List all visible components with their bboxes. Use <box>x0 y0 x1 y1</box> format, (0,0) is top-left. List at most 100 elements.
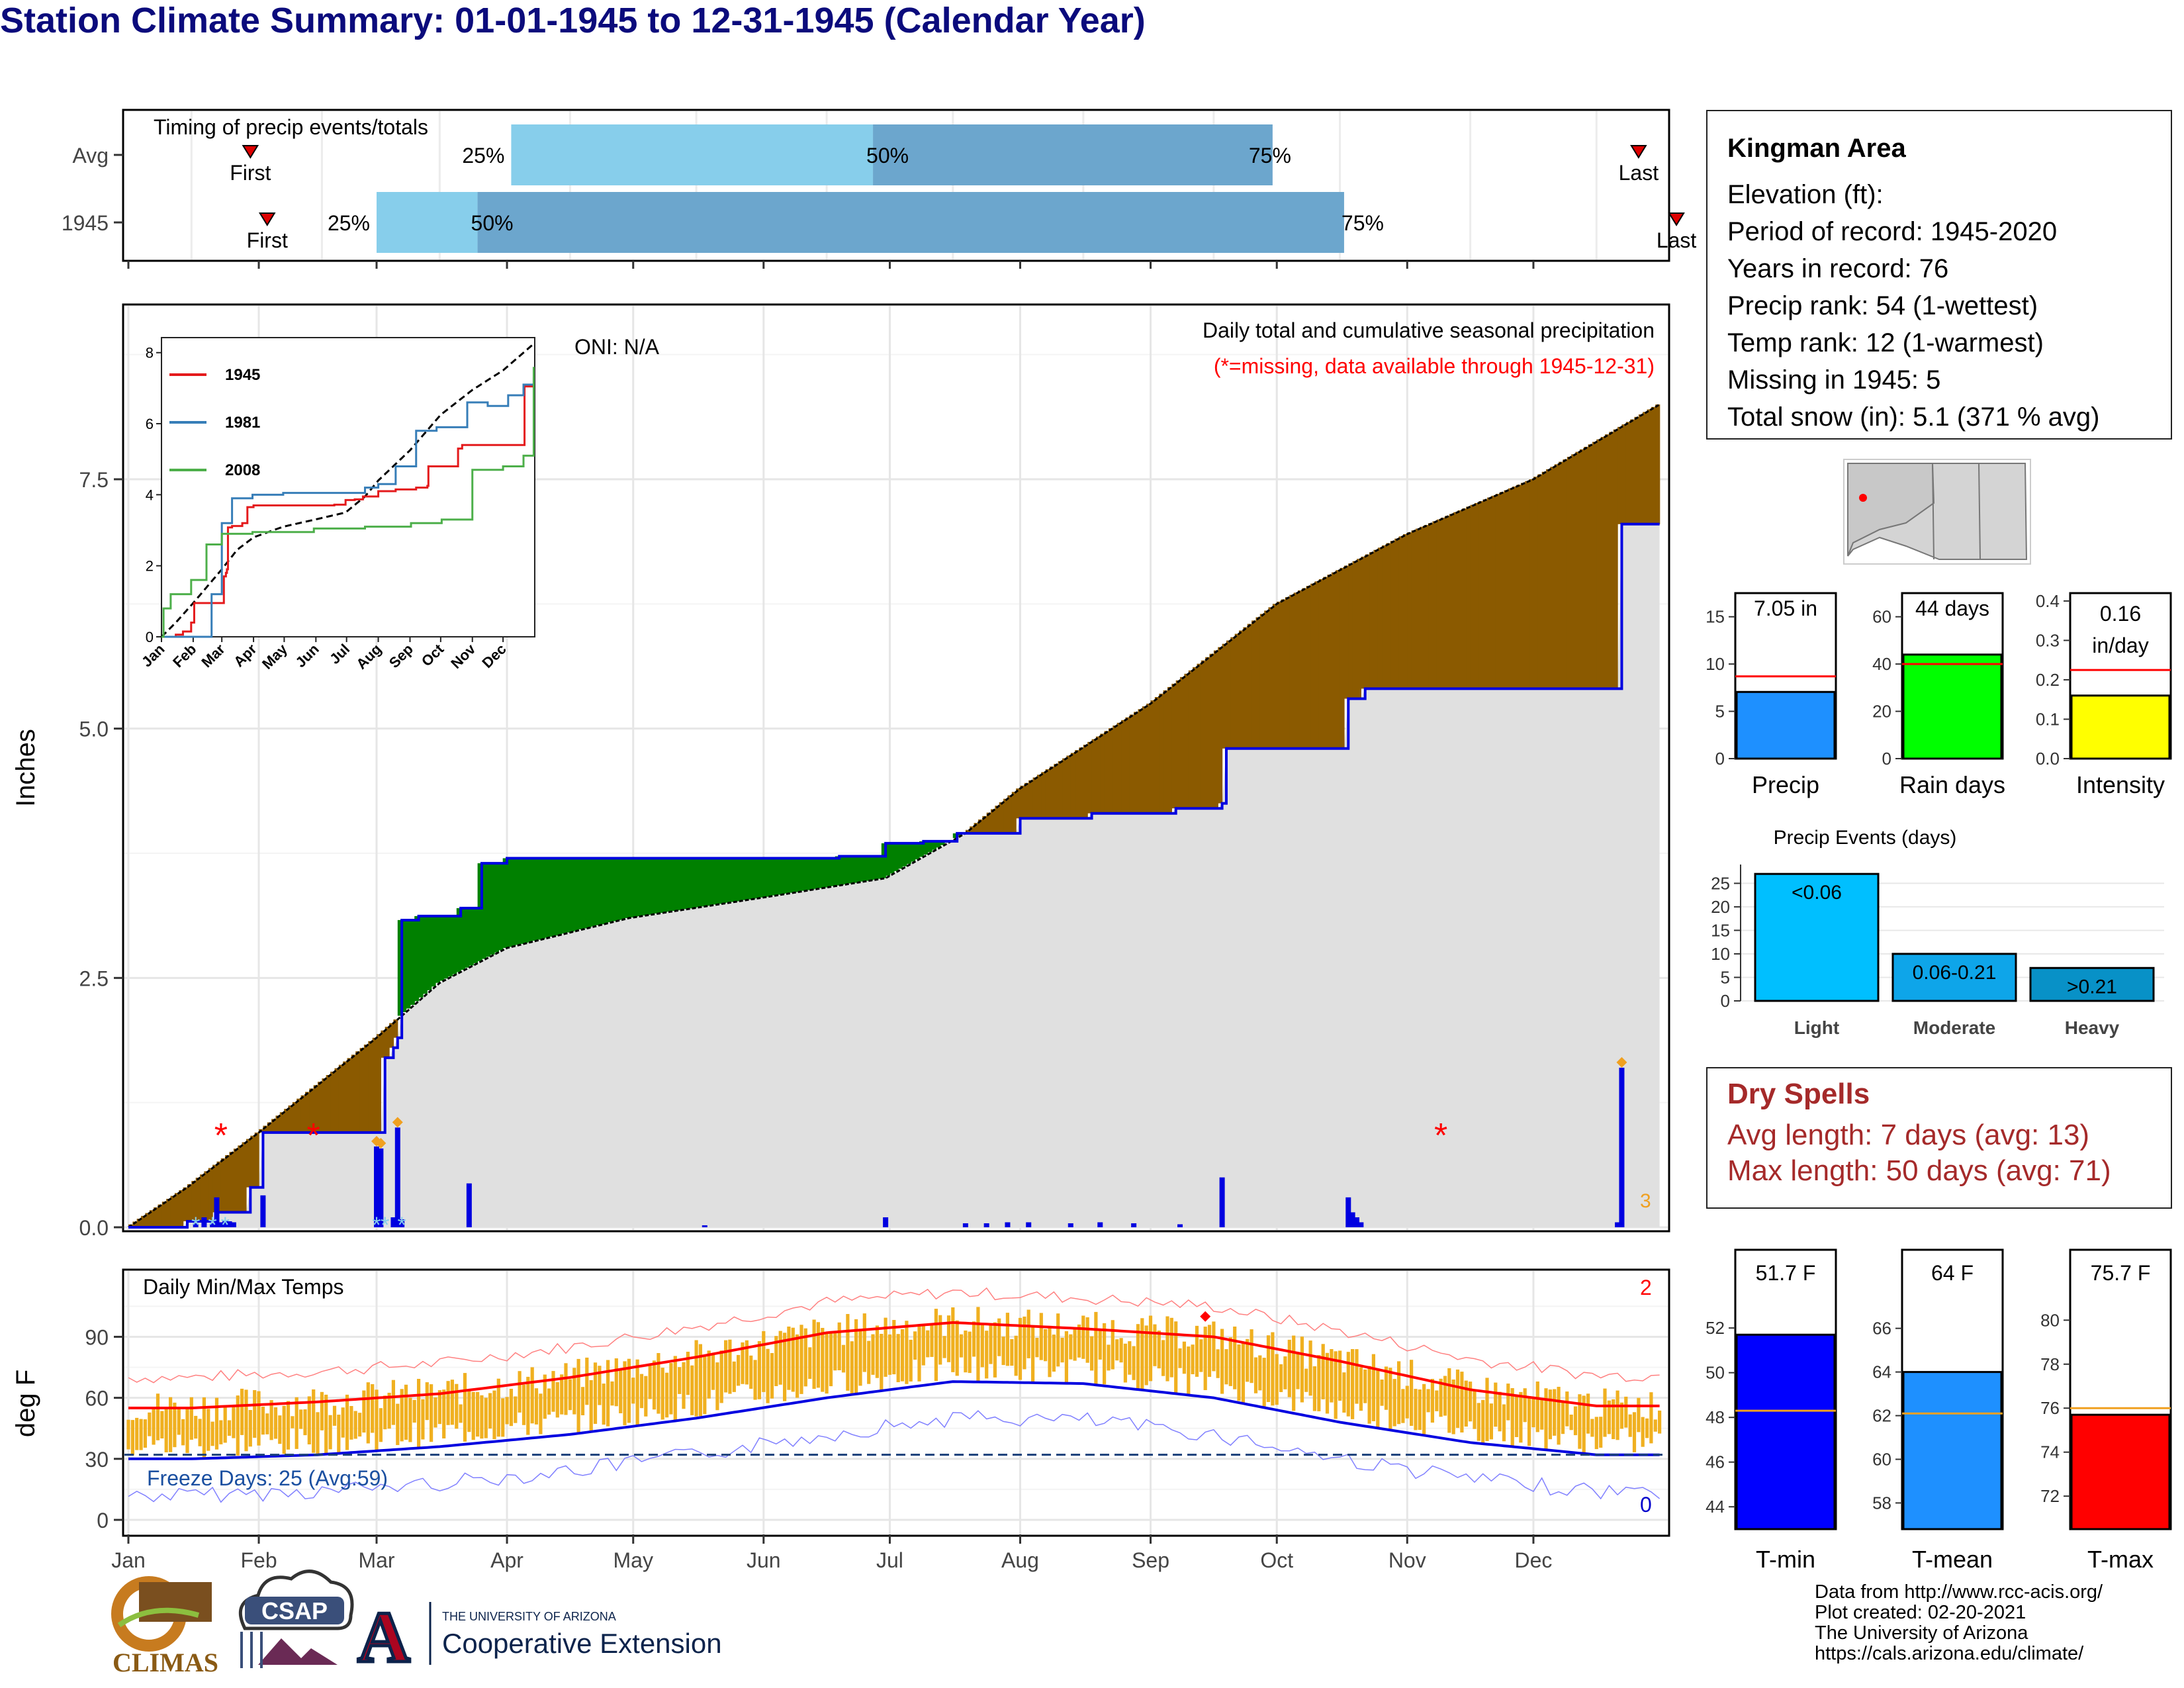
daily-precip-bar <box>378 1148 384 1227</box>
surplus-band <box>461 908 466 970</box>
ua-big-text: Cooperative Extension <box>442 1628 722 1659</box>
daily-temp-bar <box>1157 1331 1161 1369</box>
daily-temp-bar <box>623 1361 627 1426</box>
daily-precip-bar <box>1131 1223 1137 1227</box>
surplus-band <box>666 858 672 912</box>
timing-bar-q2 <box>873 124 1273 185</box>
temp-summary-value-label: 75.7 F <box>2091 1261 2151 1285</box>
surplus-band <box>616 858 621 920</box>
surplus-band <box>784 858 790 894</box>
deficit-band <box>229 1152 234 1213</box>
daily-temp-bar <box>1578 1394 1582 1449</box>
month-label: Feb <box>240 1548 277 1572</box>
daily-temp-bar <box>589 1380 593 1431</box>
deficit-band <box>359 1048 365 1133</box>
surplus-band <box>822 858 827 888</box>
daily-temp-bar <box>753 1360 757 1400</box>
daily-temp-bar <box>501 1398 505 1437</box>
temp-top-count: 2 <box>1640 1276 1652 1299</box>
daily-temp-bar <box>673 1356 677 1422</box>
deficit-band <box>242 1142 247 1213</box>
daily-temp-bar <box>989 1323 993 1364</box>
surplus-band <box>906 843 911 865</box>
deficit-band <box>1011 792 1017 833</box>
deficit-band <box>1369 552 1375 689</box>
daily-temp-bar <box>1048 1327 1052 1378</box>
surplus-band <box>936 841 941 848</box>
daily-temp-bar <box>437 1390 441 1425</box>
deficit-band <box>1310 583 1316 749</box>
deficit-band <box>1331 572 1336 749</box>
deficit-band <box>1348 563 1353 699</box>
daily-temp-bar <box>1001 1336 1005 1366</box>
ua-small-text: THE UNIVERSITY OF ARIZONA <box>442 1610 616 1623</box>
daily-temp-bar <box>1384 1366 1388 1410</box>
deficit-band <box>1159 693 1164 814</box>
daily-temp-bar <box>320 1391 324 1430</box>
deficit-band <box>1209 653 1214 809</box>
precip-events-chart: Precip Events (days) <0.06 Light 0.06-0.21… <box>1711 827 2164 1038</box>
deficit-band <box>385 1027 390 1058</box>
daily-temp-bar <box>669 1362 673 1415</box>
deficit-band <box>1343 565 1349 699</box>
deficit-band <box>1171 683 1177 809</box>
deficit-band <box>300 1095 306 1133</box>
surplus-band <box>502 858 508 949</box>
dry-spells-box: Dry Spells Avg length: 7 days (avg: 13) … <box>1706 1067 2172 1209</box>
daily-temp-bar <box>1090 1336 1094 1371</box>
daily-precip-bar <box>1345 1197 1351 1227</box>
daily-temp-bar <box>295 1397 298 1449</box>
summary-tick-label: 0.2 <box>2036 670 2060 690</box>
deficit-band <box>1571 454 1576 689</box>
daily-temp-bar <box>303 1409 307 1436</box>
oni-label: ONI: N/A <box>574 335 660 359</box>
info-line: Elevation (ft): <box>1727 180 1884 209</box>
deficit-band <box>166 1199 171 1227</box>
daily-temp-bar <box>1607 1400 1611 1434</box>
deficit-band <box>1525 481 1530 689</box>
daily-temp-bar <box>791 1327 795 1392</box>
deficit-band <box>1062 758 1068 819</box>
deficit-band <box>1357 559 1361 699</box>
daily-temp-bar <box>1144 1325 1148 1385</box>
daily-temp-bar <box>728 1339 732 1394</box>
daily-temp-bar <box>1026 1309 1030 1358</box>
last-label: Last <box>1657 228 1697 252</box>
daily-temp-bar <box>1312 1366 1316 1411</box>
daily-temp-bar <box>307 1396 311 1444</box>
timing-pct-label: 75% <box>1249 144 1291 167</box>
surplus-band <box>768 858 773 896</box>
daily-temp-bar <box>1203 1327 1207 1390</box>
daily-precip-bar <box>1005 1222 1011 1227</box>
surplus-band <box>427 915 432 990</box>
surplus-band <box>523 858 529 943</box>
daily-temp-bar <box>492 1390 496 1440</box>
deficit-band <box>1163 690 1168 814</box>
deficit-band <box>136 1219 142 1227</box>
daily-temp-bar <box>442 1389 446 1438</box>
deficit-band <box>1036 774 1042 819</box>
daily-temp-bar <box>126 1419 130 1450</box>
surplus-band <box>612 858 617 921</box>
surplus-band <box>927 841 933 853</box>
daily-temp-bar <box>1506 1383 1510 1421</box>
daily-precip-bar <box>1619 1067 1625 1227</box>
surplus-band <box>709 858 714 906</box>
surplus-band <box>477 863 482 961</box>
surplus-band <box>397 919 402 1016</box>
surplus-band <box>402 919 407 1012</box>
daily-temp-bar <box>312 1389 316 1453</box>
daily-temp-bar <box>1376 1368 1380 1429</box>
surplus-band <box>481 863 486 959</box>
daily-temp-bar <box>248 1410 252 1447</box>
events-tick-label: 10 <box>1711 944 1730 964</box>
daily-temp-bar <box>1443 1376 1447 1416</box>
daily-temp-bar <box>580 1387 585 1415</box>
daily-temp-bar <box>1464 1380 1468 1427</box>
daily-temp-bar <box>202 1397 206 1458</box>
daily-temp-bar <box>585 1357 589 1405</box>
deficit-band <box>279 1112 285 1133</box>
daily-temp-bar <box>269 1400 273 1440</box>
daily-temp-bar <box>214 1397 219 1450</box>
deficit-band <box>1567 457 1572 689</box>
